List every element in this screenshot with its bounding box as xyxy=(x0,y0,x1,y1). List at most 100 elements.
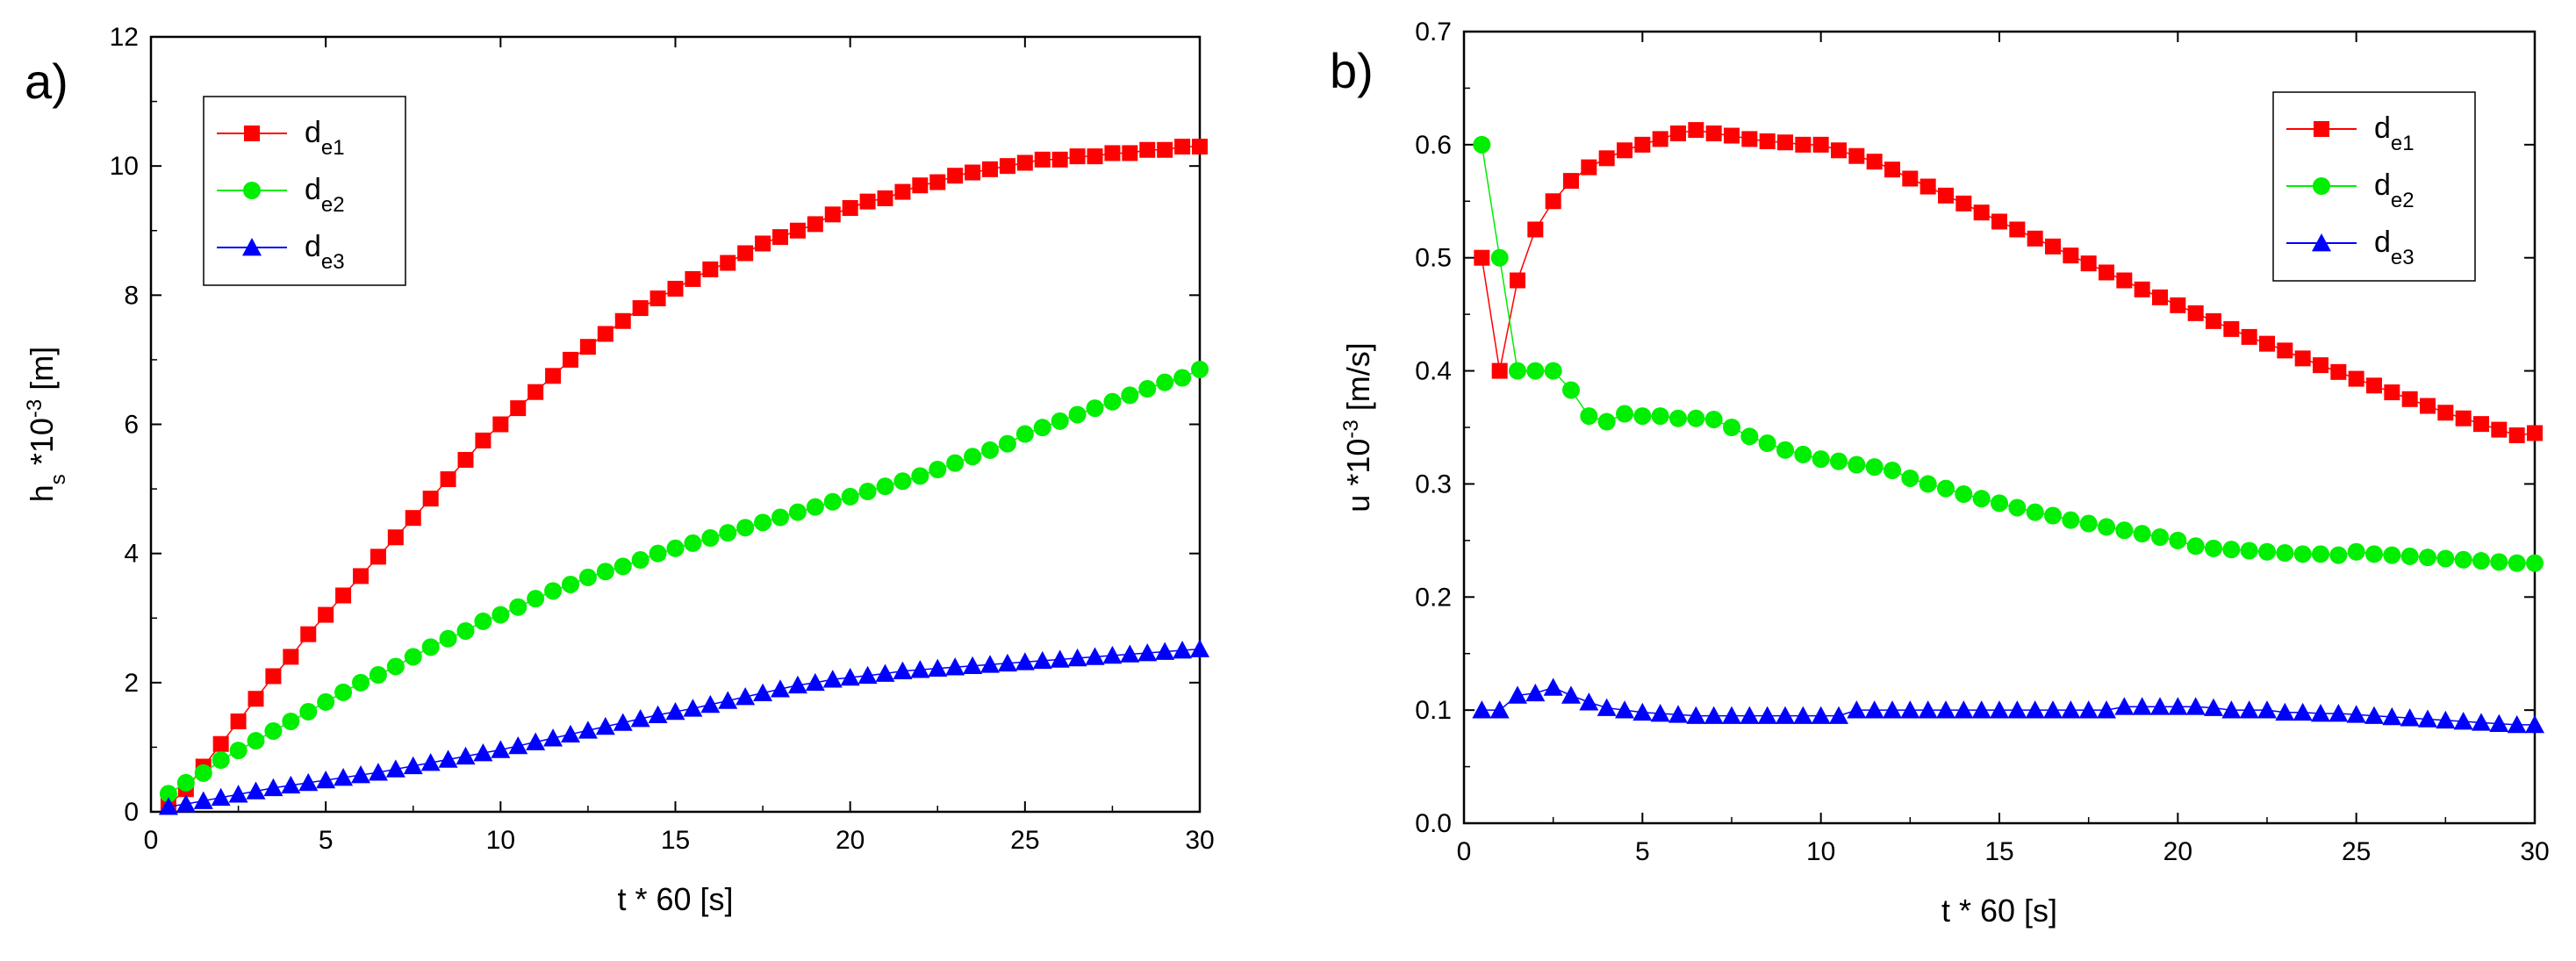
data-point xyxy=(1120,644,1140,663)
data-point xyxy=(771,679,790,698)
data-point xyxy=(2328,704,2349,722)
data-point xyxy=(1776,441,1794,459)
data-point xyxy=(683,699,703,717)
data-point xyxy=(807,216,823,233)
data-point xyxy=(211,787,231,807)
data-point xyxy=(910,660,930,678)
data-point xyxy=(1634,136,1651,153)
data-point xyxy=(2401,391,2418,407)
data-point xyxy=(1155,642,1175,660)
data-point xyxy=(1918,700,1938,719)
data-point xyxy=(2079,514,2098,533)
data-point xyxy=(2473,416,2489,433)
data-point xyxy=(526,732,546,750)
data-point xyxy=(1722,706,1741,724)
y-tick-label: 0.2 xyxy=(1415,583,1452,612)
data-point xyxy=(2043,700,2063,719)
data-point xyxy=(527,384,544,400)
data-point xyxy=(929,174,946,190)
data-point xyxy=(1848,455,1866,474)
data-point xyxy=(842,199,858,216)
data-point xyxy=(912,177,929,194)
data-point xyxy=(735,687,756,706)
data-point xyxy=(981,441,999,459)
data-point xyxy=(1527,221,1544,238)
data-point xyxy=(2312,545,2329,563)
data-point xyxy=(963,656,983,675)
data-point xyxy=(282,712,300,730)
data-point xyxy=(318,606,334,623)
x-tick-label: 10 xyxy=(1806,837,1835,866)
y-tick-label: 0.7 xyxy=(1415,18,1452,47)
data-point xyxy=(1795,136,1812,153)
data-point xyxy=(824,206,841,223)
data-point xyxy=(2382,706,2402,726)
data-point xyxy=(1632,702,1653,721)
legend-marker xyxy=(2313,177,2330,195)
data-point xyxy=(1990,700,2009,719)
data-point xyxy=(2294,350,2311,367)
data-point xyxy=(561,724,580,743)
data-point xyxy=(632,300,649,317)
data-point xyxy=(1581,159,1597,176)
data-point xyxy=(1740,427,1759,446)
x-tick-label: 30 xyxy=(2520,837,2549,866)
data-point xyxy=(2400,547,2419,565)
data-point xyxy=(2419,549,2436,567)
data-point xyxy=(771,508,789,527)
data-point xyxy=(998,434,1016,453)
data-point xyxy=(1085,647,1105,665)
data-point xyxy=(2472,713,2491,731)
data-point xyxy=(159,785,177,803)
data-point xyxy=(947,168,964,184)
data-point xyxy=(1668,705,1688,723)
data-point xyxy=(2205,539,2222,557)
data-point xyxy=(299,702,318,721)
y-axis-title: u *10-3 [m/s] xyxy=(1339,342,1377,512)
data-point xyxy=(2168,697,2188,715)
data-point xyxy=(545,368,562,384)
data-point xyxy=(893,472,912,491)
data-point xyxy=(492,606,510,624)
data-point xyxy=(1902,170,1919,187)
data-point xyxy=(685,270,701,287)
y-tick-label: 0.0 xyxy=(1415,809,1452,838)
data-point xyxy=(1741,131,1758,147)
data-point xyxy=(403,756,423,775)
data-point xyxy=(1884,461,1901,479)
data-point xyxy=(1474,249,1490,266)
data-point xyxy=(2061,700,2081,719)
data-point xyxy=(965,164,981,181)
data-point xyxy=(1544,362,1562,380)
data-point xyxy=(2400,708,2420,727)
data-point xyxy=(1138,380,1157,398)
data-point xyxy=(2418,709,2437,728)
data-point xyxy=(475,432,492,448)
data-point xyxy=(787,675,807,694)
data-point xyxy=(2097,700,2116,719)
legend-marker xyxy=(2312,233,2331,252)
data-point xyxy=(264,722,283,741)
data-point xyxy=(405,510,421,527)
data-point xyxy=(2454,550,2472,569)
legend-marker xyxy=(2314,121,2329,137)
y-tick-label: 0.1 xyxy=(1415,696,1452,725)
data-point xyxy=(404,648,422,666)
data-point xyxy=(1865,458,1884,477)
data-point xyxy=(2044,506,2062,525)
data-point xyxy=(718,691,738,709)
series-de2 xyxy=(1473,135,2544,572)
data-point xyxy=(1936,700,1955,719)
legend-label: de1 xyxy=(2374,111,2415,155)
data-point xyxy=(1015,425,1034,443)
data-point xyxy=(1173,641,1193,659)
data-point xyxy=(2313,357,2328,374)
data-point xyxy=(1543,678,1563,696)
data-point xyxy=(1580,407,1598,426)
data-point xyxy=(929,461,947,479)
chart-panel-b: 0 5 10 15 20 25 30 0.0 0.1 0.2 0.3 0.4 0.5 0.6 0.7 b) t … xyxy=(1330,18,2550,929)
data-point xyxy=(421,638,440,656)
data-point xyxy=(1489,700,1510,719)
data-point xyxy=(212,751,230,770)
y-tick-label: 4 xyxy=(124,540,139,569)
